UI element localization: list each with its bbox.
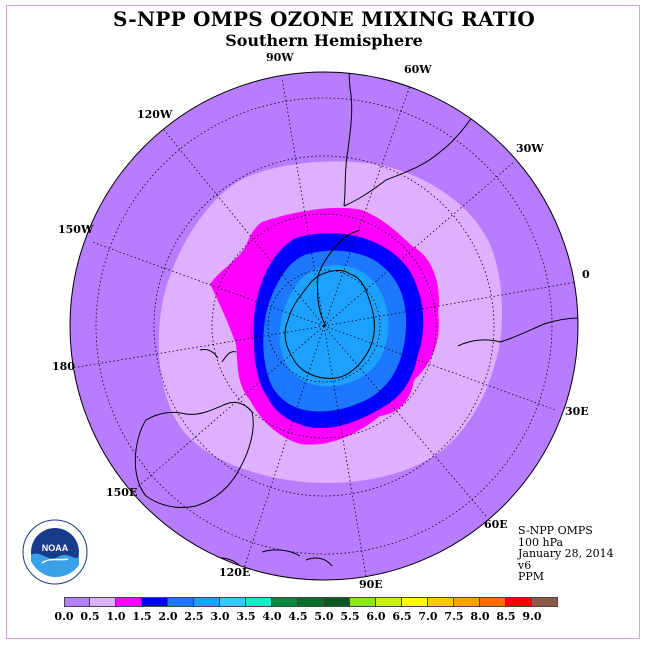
info-pressure: 100 hPa [518,535,564,549]
lon-label-60w: 60W [404,63,432,76]
colorbar-tick-label: 3.5 [236,610,256,623]
plot-frame [6,5,640,639]
colorbar-tick-label: 0.5 [80,610,100,623]
colorbar-segment [428,597,454,607]
colorbar-segment [506,597,532,607]
lon-label-60e: 60E [484,518,508,531]
map-title: S-NPP OMPS OZONE MIXING RATIO [113,7,535,31]
antarctic-peninsula [317,229,361,277]
colorbar-segment [64,597,90,607]
colorbar-segment [376,597,402,607]
antarctica-coast [284,269,375,379]
south-america-coast [343,72,479,207]
colorbar-tick-label: 3.0 [210,610,230,623]
lon-label-180: 180 [52,360,75,373]
colorbar-tick-label: 4.0 [262,610,282,623]
colorbar-segment [402,597,428,607]
lon-label-0: 0 [582,268,590,281]
colorbar-segment [454,597,480,607]
latitude-circles [95,97,553,555]
colorbar-tick-label: 7.0 [418,610,438,623]
colorbar-tick-label: 6.0 [366,610,386,623]
colorbar-segment [350,597,376,607]
colorbar-segment [142,597,168,607]
lon-label-150w: 150W [58,223,94,236]
colorbar-tick-label: 8.0 [470,610,490,623]
colorbar-tick-label: 2.5 [184,610,204,623]
colorbar-tick-label: 0.0 [54,610,74,623]
lon-label-120e: 120E [219,566,251,579]
colorbar-tick-label: 7.5 [444,610,464,623]
new-zealand-coast [199,349,237,363]
info-units: PPM [518,570,545,583]
map-subtitle: Southern Hemisphere [225,31,423,50]
colorbar-tick-label: 5.0 [314,610,334,623]
colorbar-tick-label: 4.5 [288,610,308,623]
info-instrument: S-NPP OMPS [518,524,593,537]
meridians [71,77,577,577]
colorbar-segment [532,597,558,607]
info-version: v6 [518,558,532,572]
colorbar-segment [246,597,272,607]
lon-label-30w: 30W [516,142,544,155]
noaa-logo-text: NOAA [42,543,69,553]
colorbar-tick-label: 5.5 [340,610,360,623]
lon-label-120w: 120W [137,108,173,121]
colorbar-segment [220,597,246,607]
lon-label-30e: 30E [565,405,589,418]
lon-label-90w: 90W [266,51,294,64]
colorbar-tick-label: 1.5 [132,610,152,623]
contour-2-5-3-0 [279,265,389,387]
colorbar-segment [272,597,298,607]
colorbar-segment [480,597,506,607]
colorbar-segment [168,597,194,607]
africa-coast [457,317,578,347]
info-date: January 28, 2014 [518,547,614,560]
colorbar-segment [194,597,220,607]
noaa-logo: NOAA [22,519,88,585]
colorbar-tick-label: 6.5 [392,610,412,623]
lon-label-150e: 150E [106,486,138,499]
lon-label-90e: 90E [359,578,383,591]
coastlines [134,72,578,567]
australia-coast [134,401,254,509]
info-block: S-NPP OMPS 100 hPa January 28, 2014 v6 P… [518,525,614,583]
colorbar-segment [324,597,350,607]
colorbar-segment [90,597,116,607]
colorbar-tick-label: 8.5 [496,610,516,623]
colorbar-tick-label: 2.0 [158,610,178,623]
colorbar-tick-label: 1.0 [106,610,126,623]
colorbar-segment [298,597,324,607]
colorbar-tick-label: 9.0 [522,610,542,623]
colorbar [64,597,558,607]
colorbar-segment [116,597,142,607]
